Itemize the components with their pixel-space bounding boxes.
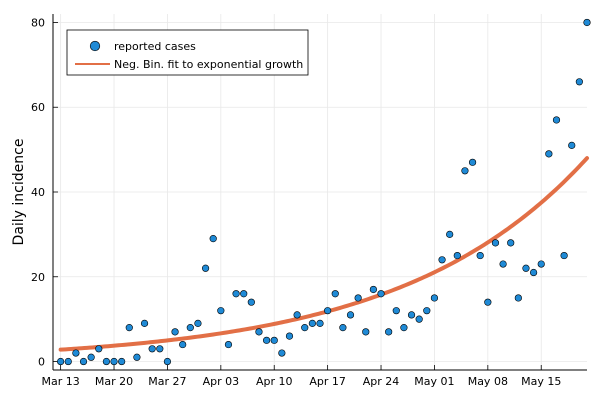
data-point [324, 307, 332, 315]
data-point [568, 141, 576, 149]
fit-line [58, 156, 589, 352]
data-point [140, 319, 149, 327]
data-point [476, 251, 484, 260]
legend-marker-points [89, 40, 101, 52]
x-tick-label: Apr 03 [203, 375, 240, 388]
data-point [339, 324, 347, 332]
data-point [285, 332, 294, 340]
data-point [484, 298, 492, 306]
data-point [201, 264, 210, 272]
data-point [110, 357, 118, 366]
x-tick-label: May 01 [414, 375, 454, 388]
data-point [247, 298, 255, 306]
x-ticks: Mar 13 Mar 20 Mar 27 Apr 03 Apr 10 Apr 17 Apr … [42, 365, 561, 388]
data-point [72, 349, 80, 357]
data-point [194, 319, 202, 327]
y-tick-label: 80 [31, 16, 45, 29]
data-point [331, 290, 339, 298]
x-tick-label: Mar 27 [148, 375, 186, 388]
legend-label-points: reported cases [114, 40, 196, 53]
data-point [461, 167, 469, 175]
y-tick-label: 60 [31, 101, 45, 114]
data-point [369, 285, 378, 294]
data-point [552, 116, 561, 124]
points-series [57, 18, 591, 366]
x-tick-label: Apr 24 [363, 375, 400, 388]
data-point [423, 307, 431, 315]
data-point [537, 260, 545, 268]
y-tick-label: 20 [31, 271, 45, 284]
x-tick-label: Mar 20 [95, 375, 133, 388]
data-point [362, 328, 370, 336]
data-point [64, 357, 72, 366]
x-tick-label: May 08 [468, 375, 508, 388]
legend-box [66, 29, 309, 76]
data-point [430, 294, 439, 302]
data-point [560, 251, 568, 260]
data-point [491, 239, 500, 247]
data-point [278, 349, 286, 357]
data-point [575, 78, 583, 86]
data-point [385, 328, 393, 336]
data-point [354, 294, 362, 302]
data-point [400, 324, 408, 332]
data-point [179, 340, 187, 349]
data-point [171, 328, 179, 336]
data-point [377, 290, 385, 298]
data-point [87, 353, 95, 361]
data-point [217, 307, 225, 315]
grid [53, 14, 587, 370]
data-point [240, 290, 248, 298]
data-point [125, 324, 133, 332]
data-point [293, 311, 301, 319]
y-tick-label: 0 [38, 356, 45, 369]
data-point [392, 307, 400, 315]
x-tick-label: Apr 17 [309, 375, 346, 388]
data-point [133, 353, 141, 361]
data-point [499, 260, 507, 268]
data-point [446, 230, 454, 238]
data-point [270, 336, 278, 344]
data-point [415, 315, 423, 323]
data-point [95, 345, 103, 353]
data-point [438, 256, 446, 264]
data-point [232, 290, 240, 298]
data-point [407, 311, 416, 319]
y-axis-label: Daily incidence [11, 139, 27, 246]
data-point [522, 264, 530, 272]
data-point [263, 336, 271, 344]
data-point [79, 357, 88, 366]
data-point [507, 239, 515, 247]
x-tick-label: May 15 [521, 375, 561, 388]
data-point [301, 324, 309, 332]
x-tick-label: Apr 10 [256, 375, 293, 388]
data-point [346, 311, 355, 319]
data-point [308, 319, 316, 327]
data-point [209, 235, 217, 243]
legend-label-fit: Neg. Bin. fit to exponential growth [114, 58, 303, 71]
data-point [186, 324, 194, 332]
x-tick-label: Mar 13 [42, 375, 80, 388]
data-point [453, 251, 461, 260]
data-point [163, 357, 172, 366]
data-point [583, 18, 591, 27]
data-point [57, 357, 65, 366]
data-point [148, 345, 156, 353]
data-point [255, 328, 263, 336]
data-point [156, 345, 164, 353]
y-tick-label: 40 [31, 186, 45, 199]
data-point [468, 158, 477, 166]
data-point [529, 268, 538, 277]
data-point [545, 150, 553, 158]
data-point [514, 294, 522, 302]
data-point [316, 319, 324, 327]
legend: reported cases Neg. Bin. fit to exponent… [66, 29, 309, 76]
data-point [118, 357, 126, 366]
y-ticks: 0 20 40 60 80 [31, 16, 58, 369]
data-point [224, 340, 233, 349]
fit-series [58, 156, 589, 352]
data-point [102, 357, 110, 366]
